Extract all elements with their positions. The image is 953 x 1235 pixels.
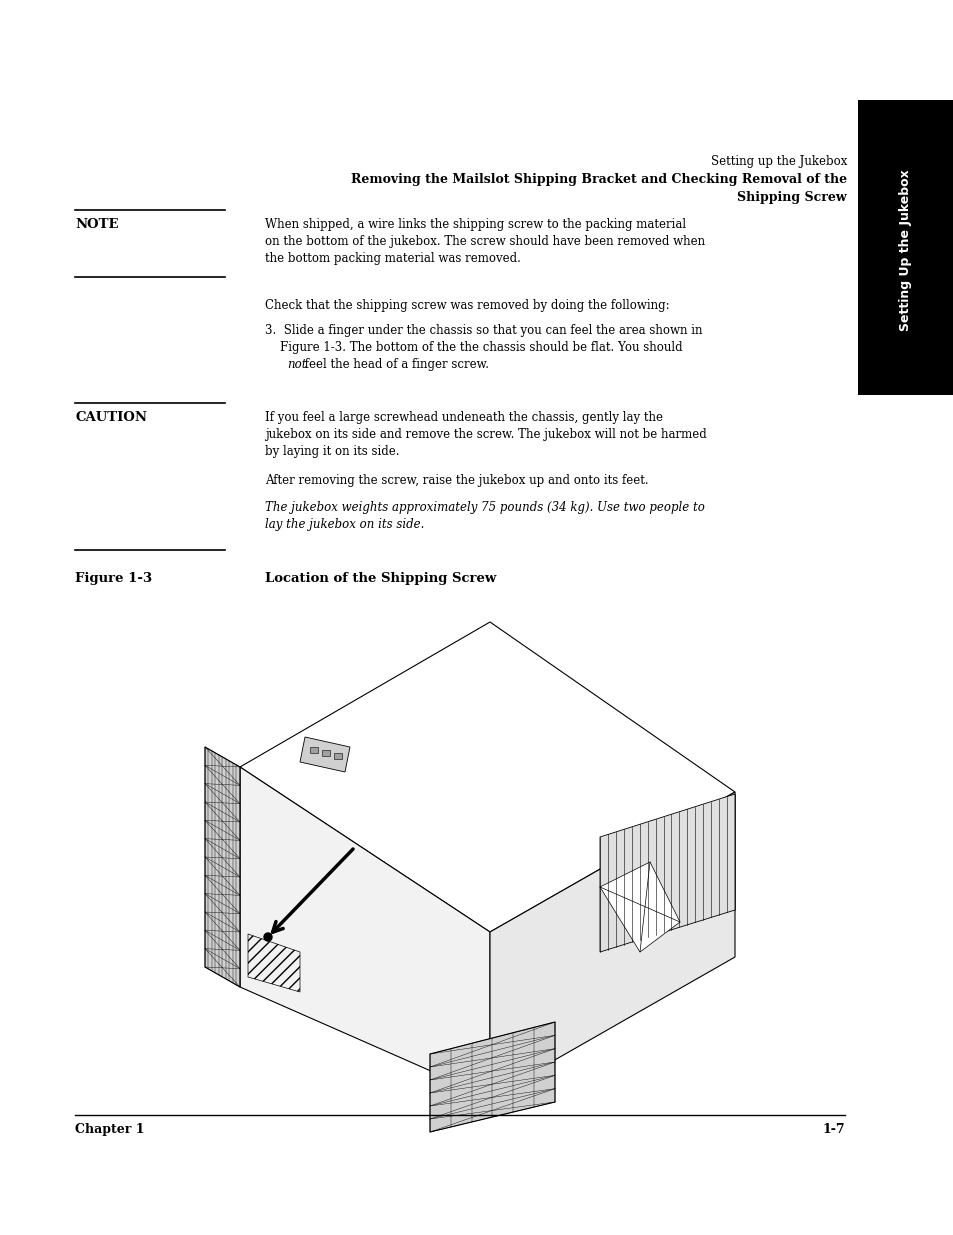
Bar: [310, 747, 317, 753]
Text: Figure 1-3. The bottom of the the chassis should be flat. You should: Figure 1-3. The bottom of the the chassi…: [265, 341, 682, 354]
Circle shape: [264, 932, 272, 941]
Text: on the bottom of the jukebox. The screw should have been removed when: on the bottom of the jukebox. The screw …: [265, 235, 704, 248]
Text: not: not: [287, 358, 306, 370]
Bar: [334, 753, 341, 760]
Polygon shape: [430, 1023, 555, 1132]
Text: Check that the shipping screw was removed by doing the following:: Check that the shipping screw was remove…: [265, 299, 669, 312]
Bar: [857, 100, 953, 395]
Text: jukebox on its side and remove the screw. The jukebox will not be harmed: jukebox on its side and remove the screw…: [265, 429, 706, 441]
Text: by laying it on its side.: by laying it on its side.: [265, 445, 399, 458]
Text: Shipping Screw: Shipping Screw: [737, 191, 846, 204]
Text: Setting Up the Jukebox: Setting Up the Jukebox: [899, 169, 911, 331]
Text: CAUTION: CAUTION: [75, 411, 147, 424]
Polygon shape: [240, 622, 734, 932]
Polygon shape: [240, 767, 490, 1097]
Text: If you feel a large screwhead undeneath the chassis, gently lay the: If you feel a large screwhead undeneath …: [265, 411, 662, 424]
Polygon shape: [299, 737, 350, 772]
Polygon shape: [205, 747, 240, 987]
Text: Location of the Shipping Screw: Location of the Shipping Screw: [265, 572, 496, 585]
Text: When shipped, a wire links the shipping screw to the packing material: When shipped, a wire links the shipping …: [265, 219, 685, 231]
Text: Figure 1-3: Figure 1-3: [75, 572, 152, 585]
Polygon shape: [599, 862, 679, 952]
Text: lay the jukebox on its side.: lay the jukebox on its side.: [265, 517, 424, 531]
Text: NOTE: NOTE: [75, 219, 118, 231]
Text: feel the head of a finger screw.: feel the head of a finger screw.: [301, 358, 489, 370]
Text: Removing the Mailslot Shipping Bracket and Checking Removal of the: Removing the Mailslot Shipping Bracket a…: [351, 173, 846, 186]
Text: After removing the screw, raise the jukebox up and onto its feet.: After removing the screw, raise the juke…: [265, 474, 648, 487]
Text: 3.  Slide a finger under the chassis so that you can feel the area shown in: 3. Slide a finger under the chassis so t…: [265, 324, 701, 337]
Polygon shape: [599, 794, 734, 952]
Text: Setting up the Jukebox: Setting up the Jukebox: [710, 156, 846, 168]
Bar: [322, 750, 330, 756]
Text: The jukebox weights approximately 75 pounds (34 kg). Use two people to: The jukebox weights approximately 75 pou…: [265, 501, 704, 514]
Polygon shape: [490, 792, 734, 1097]
Text: Chapter 1: Chapter 1: [75, 1123, 144, 1136]
Text: 1-7: 1-7: [821, 1123, 844, 1136]
Text: the bottom packing material was removed.: the bottom packing material was removed.: [265, 252, 520, 266]
